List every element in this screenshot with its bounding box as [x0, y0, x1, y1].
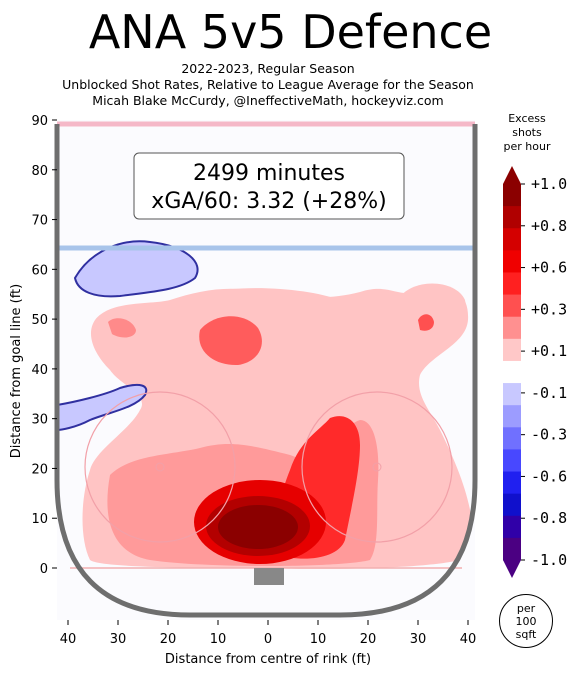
subtitle-author: Micah Blake McCurdy, @IneffectiveMath, h… — [92, 93, 444, 108]
colorbar-band — [503, 272, 521, 296]
y-tick-label: 60 — [31, 263, 48, 278]
heat-region-right-point-inner — [418, 314, 434, 331]
unit-line3: sqft — [515, 628, 537, 641]
colorbar-tick-label: -0.3 — [531, 426, 567, 444]
y-axis-ticks: 0 10 20 30 40 50 60 70 80 90 — [31, 114, 57, 577]
rink-boards — [54, 124, 478, 618]
chart-title: ANA 5v5 Defence — [88, 5, 493, 59]
annotation-box — [133, 152, 405, 220]
colorbar-band — [503, 294, 521, 318]
colorbar-band — [503, 405, 521, 428]
y-axis-label: Distance from goal line (ft) — [9, 284, 24, 458]
colorbar-tick-label: +0.6 — [531, 259, 567, 277]
heat-region-left-boards-blue — [57, 383, 148, 432]
colorbar-title-line3: per hour — [503, 140, 551, 153]
x-tick-label: 30 — [110, 632, 127, 647]
colorbar-band — [503, 537, 521, 561]
x-tick-label: 40 — [60, 632, 77, 647]
y-tick-label: 30 — [31, 413, 48, 428]
x-tick-label: 30 — [410, 632, 427, 647]
colorbar-band — [503, 471, 521, 495]
colorbar-band — [503, 360, 521, 384]
heat-region-left-point — [108, 318, 136, 338]
unit-line2: 100 — [515, 615, 537, 628]
colorbar-tick-label: +0.1 — [531, 342, 567, 360]
x-tick-label: 0 — [264, 632, 272, 647]
x-tick-label: 10 — [310, 632, 327, 647]
colorbar-tick-label: -0.6 — [531, 467, 567, 485]
faceoff-circle-right — [301, 391, 453, 543]
y-tick-label: 50 — [31, 313, 48, 328]
colorbar-tick-label: -1.0 — [531, 551, 567, 569]
colorbar-band — [503, 206, 521, 229]
unit-line1: per — [516, 602, 536, 615]
x-tick-label: 10 — [210, 632, 227, 647]
colorbar-tick-label: -0.8 — [531, 509, 567, 527]
y-tick-label: 70 — [31, 214, 48, 229]
colorbar-band — [503, 449, 521, 473]
y-tick-label: 20 — [31, 462, 48, 477]
faceoff-dot-right — [372, 462, 382, 472]
y-tick-label: 10 — [31, 512, 48, 527]
annotation-xga: xGA/60: 3.32 (+28%) — [151, 189, 386, 214]
heat-region-left-corner-blue — [73, 240, 199, 298]
colorbar-band — [503, 515, 521, 539]
x-axis-label: Distance from centre of rink (ft) — [165, 652, 371, 667]
faceoff-circle-left — [84, 391, 236, 543]
heatmap-layer — [57, 240, 473, 569]
colorbar: +1.0 +0.8 +0.6 +0.3 +0.1 -0.1 -0.3 -0.6 -0.8 -1.0 — [503, 166, 567, 578]
x-tick-label: 20 — [360, 632, 377, 647]
colorbar-band — [503, 228, 521, 251]
colorbar-tick-label: -0.1 — [531, 384, 567, 402]
y-tick-label: 90 — [31, 114, 48, 129]
colorbar-band — [503, 427, 521, 450]
colorbar-band — [503, 493, 521, 517]
colorbar-top-extension — [503, 166, 521, 184]
colorbar-title-line1: Excess — [508, 112, 546, 125]
colorbar-band — [503, 383, 521, 406]
y-tick-label: 0 — [40, 562, 48, 577]
colorbar-band — [503, 184, 521, 207]
colorbar-title: Excess shots per hour — [498, 112, 556, 154]
x-axis-ticks: 40 30 20 10 0 10 20 30 40 — [60, 620, 477, 647]
y-tick-label: 40 — [31, 363, 48, 378]
x-tick-label: 40 — [460, 632, 477, 647]
y-tick-label: 80 — [31, 164, 48, 179]
colorbar-bottom-extension — [503, 560, 521, 578]
subtitle-season: 2022-2023, Regular Season — [181, 61, 355, 76]
heat-region-high-slot-inner — [199, 316, 262, 366]
unit-badge: per 100 sqft — [499, 594, 553, 648]
colorbar-band — [503, 316, 521, 340]
colorbar-tick-label: +0.3 — [531, 300, 567, 318]
colorbar-band — [503, 338, 521, 362]
colorbar-tick-label: +1.0 — [531, 175, 567, 193]
faceoff-dot-left — [155, 462, 165, 472]
subtitle-description: Unblocked Shot Rates, Relative to League… — [62, 77, 474, 92]
heat-region-slot-core — [218, 505, 298, 549]
goal-net — [254, 568, 284, 585]
x-tick-label: 20 — [160, 632, 177, 647]
colorbar-tick-label: +0.8 — [531, 217, 567, 235]
colorbar-title-line2: shots — [512, 126, 542, 139]
annotation-minutes: 2499 minutes — [193, 161, 345, 186]
colorbar-band — [503, 250, 521, 273]
